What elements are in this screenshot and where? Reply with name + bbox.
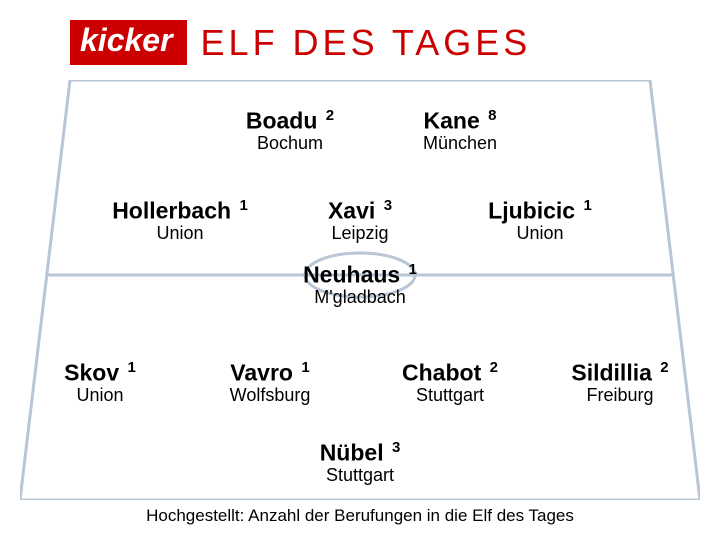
player-count: 3 xyxy=(384,197,392,214)
player-club: Wolfsburg xyxy=(230,386,311,406)
player-skov: Skov 1Union xyxy=(64,360,136,406)
player-kane: Kane 8München xyxy=(423,108,497,154)
player-sildillia: Sildillia 2Freiburg xyxy=(571,360,668,406)
player-club: Bochum xyxy=(246,134,334,154)
player-club: München xyxy=(423,134,497,154)
player-count: 2 xyxy=(490,359,498,376)
kicker-logo: kicker xyxy=(70,20,187,65)
player-club: Stuttgart xyxy=(402,386,498,406)
player-count: 2 xyxy=(660,359,668,376)
player-nübel: Nübel 3Stuttgart xyxy=(320,440,401,486)
page-title: ELF DES TAGES xyxy=(201,22,532,64)
header: kicker ELF DES TAGES xyxy=(70,20,531,65)
player-club: Stuttgart xyxy=(320,466,401,486)
player-count: 1 xyxy=(409,261,417,278)
player-name: Nübel 3 xyxy=(320,440,401,466)
player-count: 1 xyxy=(239,197,247,214)
player-boadu: Boadu 2Bochum xyxy=(246,108,334,154)
player-ljubicic: Ljubicic 1Union xyxy=(488,198,592,244)
player-vavro: Vavro 1Wolfsburg xyxy=(230,360,311,406)
player-xavi: Xavi 3Leipzig xyxy=(328,198,392,244)
player-count: 2 xyxy=(326,107,334,124)
player-count: 8 xyxy=(488,107,496,124)
player-name: Hollerbach 1 xyxy=(112,198,248,224)
player-club: Union xyxy=(112,224,248,244)
player-chabot: Chabot 2Stuttgart xyxy=(402,360,498,406)
player-name: Chabot 2 xyxy=(402,360,498,386)
player-count: 1 xyxy=(583,197,591,214)
player-name: Kane 8 xyxy=(423,108,497,134)
player-neuhaus: Neuhaus 1M'gladbach xyxy=(303,262,417,308)
player-club: Union xyxy=(488,224,592,244)
player-club: Leipzig xyxy=(328,224,392,244)
player-name: Boadu 2 xyxy=(246,108,334,134)
player-count: 3 xyxy=(392,439,400,456)
caption: Hochgestellt: Anzahl der Berufungen in d… xyxy=(0,506,720,526)
player-club: Union xyxy=(64,386,136,406)
pitch-container: Boadu 2BochumKane 8MünchenHollerbach 1Un… xyxy=(20,80,700,500)
player-count: 1 xyxy=(128,359,136,376)
player-name: Vavro 1 xyxy=(230,360,311,386)
player-club: M'gladbach xyxy=(303,288,417,308)
player-hollerbach: Hollerbach 1Union xyxy=(112,198,248,244)
player-name: Neuhaus 1 xyxy=(303,262,417,288)
player-count: 1 xyxy=(301,359,309,376)
player-name: Ljubicic 1 xyxy=(488,198,592,224)
player-name: Xavi 3 xyxy=(328,198,392,224)
player-name: Skov 1 xyxy=(64,360,136,386)
player-name: Sildillia 2 xyxy=(571,360,668,386)
player-club: Freiburg xyxy=(571,386,668,406)
